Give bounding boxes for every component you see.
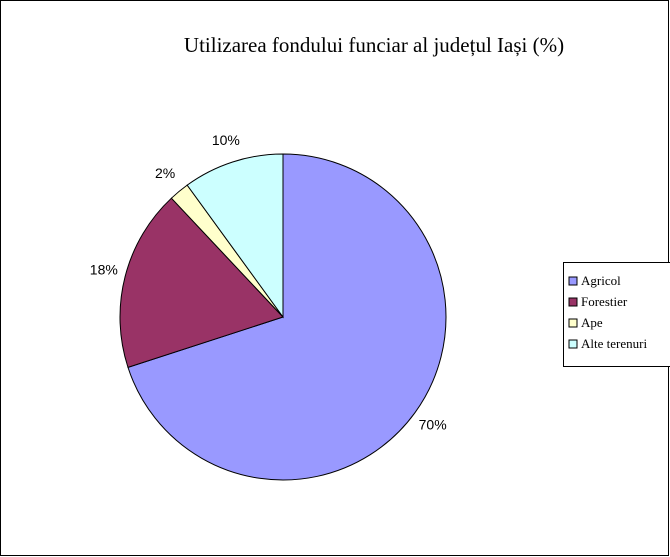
slice-label: 10% bbox=[212, 132, 240, 148]
legend-box bbox=[563, 262, 670, 367]
slice-label: 18% bbox=[90, 262, 118, 278]
legend-label: Forestier bbox=[581, 294, 628, 309]
chart-title: Utilizarea fondului funciar al județul I… bbox=[184, 33, 564, 57]
legend-label: Agricol bbox=[581, 273, 621, 288]
legend-swatch bbox=[568, 276, 578, 286]
legend-label: Ape bbox=[581, 315, 603, 330]
legend-swatch bbox=[568, 318, 578, 328]
pie-slice bbox=[119, 197, 284, 369]
legend-swatch bbox=[568, 339, 578, 349]
pie-slice bbox=[127, 153, 447, 481]
pie-slice bbox=[186, 153, 284, 319]
slice-label: 2% bbox=[155, 165, 175, 181]
legend-label: Alte terenuri bbox=[581, 336, 647, 351]
slice-label: 70% bbox=[419, 416, 447, 432]
legend-swatch bbox=[568, 297, 578, 307]
